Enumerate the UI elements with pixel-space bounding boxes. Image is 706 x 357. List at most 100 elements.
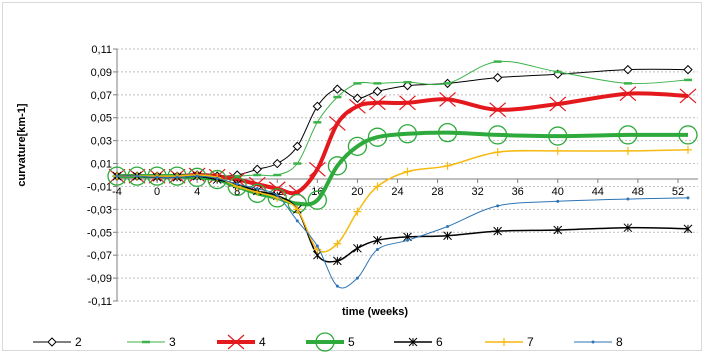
data-point <box>312 101 323 111</box>
data-point <box>373 235 382 245</box>
y-tick-label: -0,11 <box>88 296 112 308</box>
data-point <box>619 86 637 102</box>
data-point <box>235 182 239 186</box>
data-point <box>623 146 632 155</box>
data-point <box>626 197 630 201</box>
data-point <box>375 247 379 251</box>
data-point <box>347 136 368 157</box>
data-point <box>591 340 595 344</box>
x-tick-labels: -4 0 4 8 12 16 20 24 28 32 36 40 44 48 52 <box>112 186 684 198</box>
data-point <box>292 141 303 152</box>
grid-lines <box>117 48 698 302</box>
data-point <box>488 125 508 145</box>
data-point <box>373 182 382 191</box>
data-point <box>553 146 562 155</box>
data-point <box>556 199 560 203</box>
x-tick-label: 44 <box>592 186 604 198</box>
legend-label: 2 <box>75 335 82 349</box>
series-line <box>116 60 689 177</box>
chart-frame: 0,11 0,09 0,07 0,05 0,03 0,01 -0,01 -0,03 -0,05 -… <box>2 2 702 352</box>
data-point <box>333 256 342 266</box>
line-chart: 0,11 0,09 0,07 0,05 0,03 0,01 -0,01 -0,03 -0,05 -… <box>16 44 698 352</box>
legend-item-5: 5 <box>306 332 355 352</box>
y-axis-label: curvature[km-1] <box>16 103 28 186</box>
data-point <box>623 64 633 75</box>
data-point <box>47 337 57 347</box>
legend-item-4: 4 <box>217 334 266 350</box>
legend-label: 7 <box>527 335 534 349</box>
x-axis-label: time (weeks) <box>342 306 408 318</box>
data-point <box>496 204 500 208</box>
data-point <box>353 243 362 253</box>
data-point <box>403 167 412 176</box>
data-point <box>135 174 139 178</box>
data-point <box>369 95 386 111</box>
legend-label: 3 <box>169 335 176 349</box>
data-point <box>683 64 693 75</box>
x-tick-label: 36 <box>512 186 524 198</box>
x-tick-label: 0 <box>154 186 160 198</box>
data-point <box>308 161 326 177</box>
x-tick-label: 32 <box>471 186 483 198</box>
y-tick-label: 0,11 <box>91 44 112 56</box>
data-point <box>335 284 339 288</box>
legend-item-8: 8 <box>574 335 623 349</box>
series-line <box>116 68 689 177</box>
y-tick-label: 0,07 <box>91 90 112 102</box>
legend-label: 4 <box>259 335 266 349</box>
y-tick-labels: 0,11 0,09 0,07 0,05 0,03 0,01 -0,01 -0,03 -0,05 -… <box>87 44 112 308</box>
data-point <box>275 194 279 198</box>
y-tick-label: -0,05 <box>87 227 112 239</box>
data-point <box>195 174 199 178</box>
data-point <box>492 72 503 83</box>
data-point <box>549 96 567 112</box>
data-point <box>446 225 450 229</box>
data-point <box>315 332 335 352</box>
x-tick-label: 52 <box>672 186 684 198</box>
data-point <box>623 223 633 233</box>
legend-label: 8 <box>616 335 623 349</box>
data-point <box>683 145 692 154</box>
y-tick-label: -0,03 <box>87 204 112 216</box>
y-tick-label: -0,01 <box>87 181 112 193</box>
data-point <box>332 84 343 94</box>
data-point <box>155 175 159 179</box>
x-tick-label: 8 <box>234 186 240 198</box>
data-point <box>618 125 638 145</box>
series-2 <box>112 64 693 181</box>
data-point <box>353 207 362 216</box>
series-3 <box>113 60 692 178</box>
x-tick-label: -4 <box>112 186 122 198</box>
y-tick-label: -0,09 <box>87 273 112 285</box>
data-point <box>443 231 452 241</box>
data-point <box>349 98 366 114</box>
legend-item-3: 3 <box>127 335 176 349</box>
data-point <box>493 148 502 157</box>
data-point <box>439 91 456 107</box>
data-point <box>406 238 409 242</box>
legend-item-7: 7 <box>485 335 534 349</box>
data-point <box>293 205 302 214</box>
data-point <box>255 187 259 191</box>
data-point <box>252 164 262 174</box>
data-point <box>215 176 219 180</box>
data-point <box>267 188 287 208</box>
data-point <box>207 169 227 190</box>
legend: 2 3 4 5 6 7 8 <box>33 332 623 352</box>
y-tick-label: 0,05 <box>91 113 112 125</box>
x-tick-label: 28 <box>431 186 443 198</box>
data-point <box>548 126 568 146</box>
data-point <box>315 244 319 248</box>
data-point <box>355 276 359 280</box>
x-tick-label: 20 <box>351 186 363 198</box>
data-point <box>227 334 245 350</box>
data-point <box>443 161 452 170</box>
x-tick-label: 40 <box>552 186 564 198</box>
data-point <box>328 116 346 131</box>
y-tick-label: -0,07 <box>87 250 112 262</box>
data-point <box>493 226 503 236</box>
data-point <box>295 219 299 223</box>
data-point <box>678 125 698 145</box>
data-point <box>272 158 282 169</box>
series-8 <box>115 174 690 289</box>
